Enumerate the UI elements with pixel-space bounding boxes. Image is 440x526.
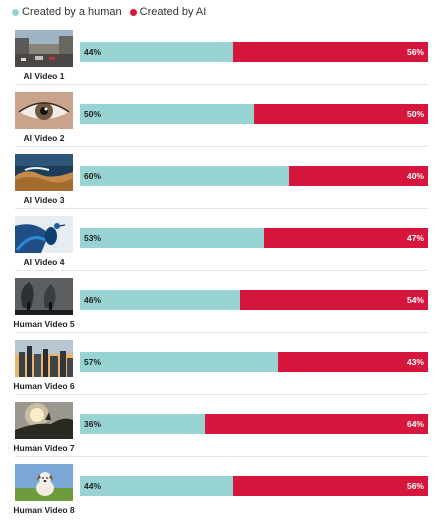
stacked-bar: 50% 50% bbox=[80, 104, 428, 124]
data-label-human: 57% bbox=[84, 357, 102, 367]
stacked-bar: 44% 56% bbox=[80, 476, 428, 496]
stacked-bar: 36% 64% bbox=[80, 414, 428, 434]
coastline-waves-thumbnail bbox=[15, 154, 73, 191]
legend-item-human: Created by a human bbox=[12, 6, 122, 18]
chart-row: Human Video 5 46% 54% bbox=[0, 278, 440, 340]
dog-field-thumbnail bbox=[15, 464, 73, 501]
row-divider bbox=[15, 332, 428, 333]
category-label: Human Video 7 bbox=[13, 443, 75, 453]
chart-legend: Created by a human Created by AI bbox=[12, 5, 214, 19]
legend-dot-human bbox=[12, 8, 19, 16]
legend-label-human: Created by a human bbox=[22, 6, 122, 18]
city-skyline-thumbnail bbox=[15, 340, 73, 377]
data-label-human: 44% bbox=[84, 47, 102, 57]
bar-segment-human: 57% bbox=[80, 352, 279, 372]
data-label-human: 36% bbox=[84, 419, 102, 429]
category-label: Human Video 5 bbox=[13, 319, 75, 329]
bar-segment-ai: 64% bbox=[205, 414, 428, 434]
category-label: Human Video 6 bbox=[13, 381, 75, 391]
bar-segment-ai: 56% bbox=[233, 476, 428, 496]
chart-row: AI Video 1 44% 56% bbox=[0, 30, 440, 92]
bar-segment-ai: 56% bbox=[233, 42, 428, 62]
data-label-ai: 50% bbox=[406, 109, 424, 119]
category-label: AI Video 2 bbox=[23, 133, 65, 143]
bar-segment-human: 36% bbox=[80, 414, 206, 434]
chart-row: AI Video 2 50% 50% bbox=[0, 92, 440, 154]
row-divider bbox=[15, 394, 428, 395]
legend-item-ai: Created by AI bbox=[129, 6, 207, 18]
legend-dot-ai bbox=[129, 8, 137, 16]
chart-row: Human Video 6 57% 43% bbox=[0, 340, 440, 402]
chart-row: Human Video 7 36% 64% bbox=[0, 402, 440, 464]
bar-segment-ai: 47% bbox=[264, 228, 428, 248]
row-divider bbox=[15, 456, 428, 457]
bar-segment-ai: 43% bbox=[278, 352, 428, 372]
row-divider bbox=[15, 208, 428, 209]
data-label-ai: 56% bbox=[406, 47, 424, 57]
data-label-human: 53% bbox=[84, 233, 102, 243]
stacked-bar: 53% 47% bbox=[80, 228, 428, 248]
city-street-thumbnail bbox=[15, 30, 73, 67]
peacock-thumbnail bbox=[15, 216, 73, 253]
bar-segment-human: 46% bbox=[80, 290, 241, 310]
bar-segment-human: 50% bbox=[80, 104, 254, 124]
data-label-ai: 40% bbox=[406, 171, 424, 181]
stacked-bar: 44% 56% bbox=[80, 42, 428, 62]
chart-row: AI Video 4 53% 47% bbox=[0, 216, 440, 278]
category-label: AI Video 1 bbox=[23, 71, 65, 81]
data-label-human: 46% bbox=[84, 295, 102, 305]
category-label: AI Video 4 bbox=[23, 257, 65, 267]
data-label-ai: 47% bbox=[406, 233, 424, 243]
category-label: AI Video 3 bbox=[23, 195, 65, 205]
sunset-hill-thumbnail bbox=[15, 402, 73, 439]
bar-segment-ai: 40% bbox=[288, 166, 428, 186]
row-divider bbox=[15, 146, 428, 147]
data-label-ai: 64% bbox=[406, 419, 424, 429]
data-label-human: 44% bbox=[84, 481, 102, 491]
smokestacks-thumbnail bbox=[15, 278, 73, 315]
row-divider bbox=[15, 84, 428, 85]
bar-segment-human: 44% bbox=[80, 42, 234, 62]
stacked-bar: 46% 54% bbox=[80, 290, 428, 310]
stacked-bar: 57% 43% bbox=[80, 352, 428, 372]
bar-segment-ai: 50% bbox=[254, 104, 428, 124]
data-label-ai: 56% bbox=[406, 481, 424, 491]
bar-segment-human: 53% bbox=[80, 228, 265, 248]
category-label: Human Video 8 bbox=[13, 505, 75, 515]
bar-segment-human: 44% bbox=[80, 476, 234, 496]
data-label-ai: 54% bbox=[406, 295, 424, 305]
row-divider bbox=[15, 270, 428, 271]
chart-row: AI Video 3 60% 40% bbox=[0, 154, 440, 216]
bar-segment-ai: 54% bbox=[240, 290, 428, 310]
data-label-human: 50% bbox=[84, 109, 102, 119]
legend-label-ai: Created by AI bbox=[139, 6, 207, 18]
data-label-ai: 43% bbox=[406, 357, 424, 367]
stacked-bar: 60% 40% bbox=[80, 166, 428, 186]
chart-row: Human Video 8 44% 56% bbox=[0, 464, 440, 526]
eye-closeup-thumbnail bbox=[15, 92, 73, 129]
data-label-human: 60% bbox=[84, 171, 102, 181]
bar-segment-human: 60% bbox=[80, 166, 289, 186]
